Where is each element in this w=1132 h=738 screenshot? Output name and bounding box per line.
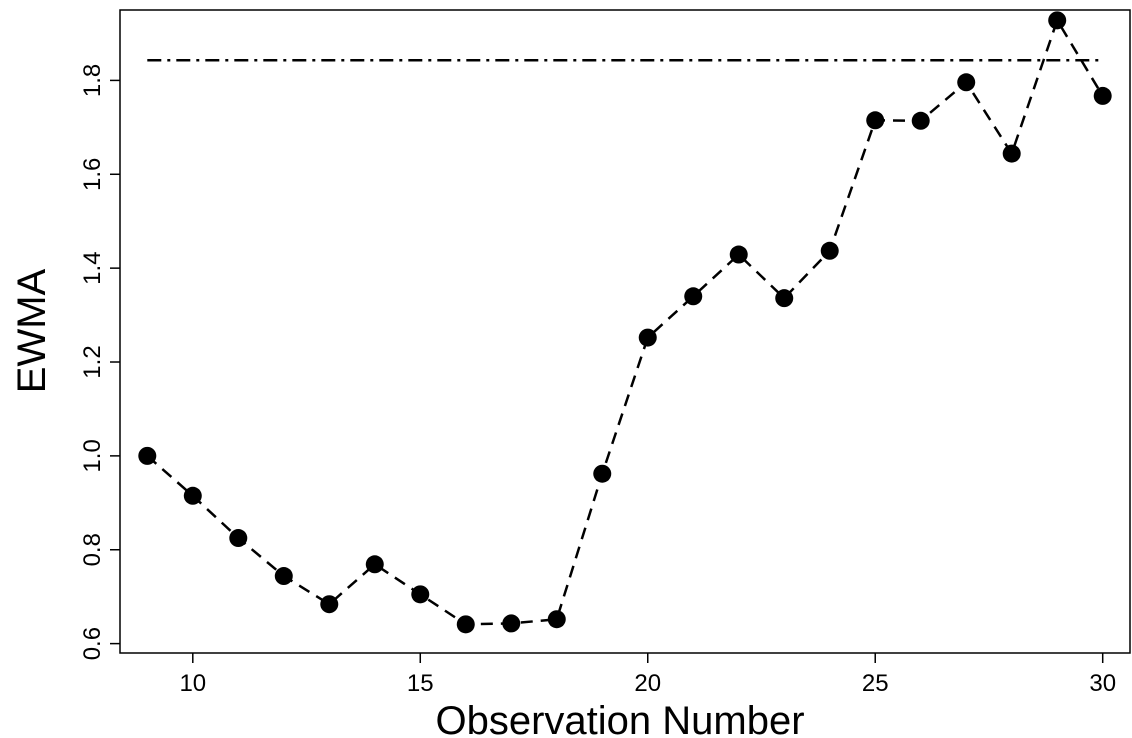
y-tick-label: 1.4 — [79, 251, 106, 284]
x-tick-label: 25 — [862, 670, 889, 697]
y-tick-label: 1.2 — [79, 345, 106, 378]
ewma-series-line — [146, 17, 1104, 626]
y-tick-label: 0.8 — [79, 533, 106, 566]
ewma-point — [502, 614, 521, 633]
ewma-point — [547, 610, 566, 629]
ewma-point — [1002, 144, 1021, 163]
x-axis-title: Observation Number — [435, 699, 804, 738]
x-tick-label: 15 — [407, 670, 434, 697]
ewma-point — [365, 555, 384, 574]
x-tick-label: 10 — [179, 670, 206, 697]
ewma-point — [1093, 86, 1112, 105]
ewma-point — [456, 615, 475, 634]
ewma-point — [775, 289, 794, 308]
ewma-point — [183, 486, 202, 505]
ewma-point — [820, 241, 839, 260]
y-tick-label: 1.6 — [79, 158, 106, 191]
ewma-point — [274, 567, 293, 586]
y-axis: 0.6 0.8 1.0 1.2 1.4 1.6 1.8 — [79, 64, 120, 660]
y-axis-title: EWMA — [10, 268, 54, 393]
ewma-point — [729, 245, 748, 264]
y-tick-label: 0.6 — [79, 627, 106, 660]
x-axis: 10 15 20 25 30 — [179, 653, 1116, 697]
ewma-point — [593, 464, 612, 483]
ewma-point — [957, 73, 976, 92]
ewma-point — [866, 111, 885, 130]
ewma-point — [411, 585, 430, 604]
ewma-point — [684, 287, 703, 306]
x-tick-label: 20 — [634, 670, 661, 697]
ewma-point — [638, 328, 657, 347]
ewma-point — [138, 446, 157, 465]
ewma-point — [229, 529, 248, 548]
ewma-point — [320, 595, 339, 614]
ewma-point — [1048, 11, 1067, 30]
y-tick-label: 1.0 — [79, 439, 106, 472]
plot-frame — [119, 9, 1131, 654]
x-tick-label: 30 — [1089, 670, 1116, 697]
series-group — [138, 11, 1112, 634]
ewma-point — [911, 111, 930, 130]
y-tick-label: 1.8 — [79, 64, 106, 97]
